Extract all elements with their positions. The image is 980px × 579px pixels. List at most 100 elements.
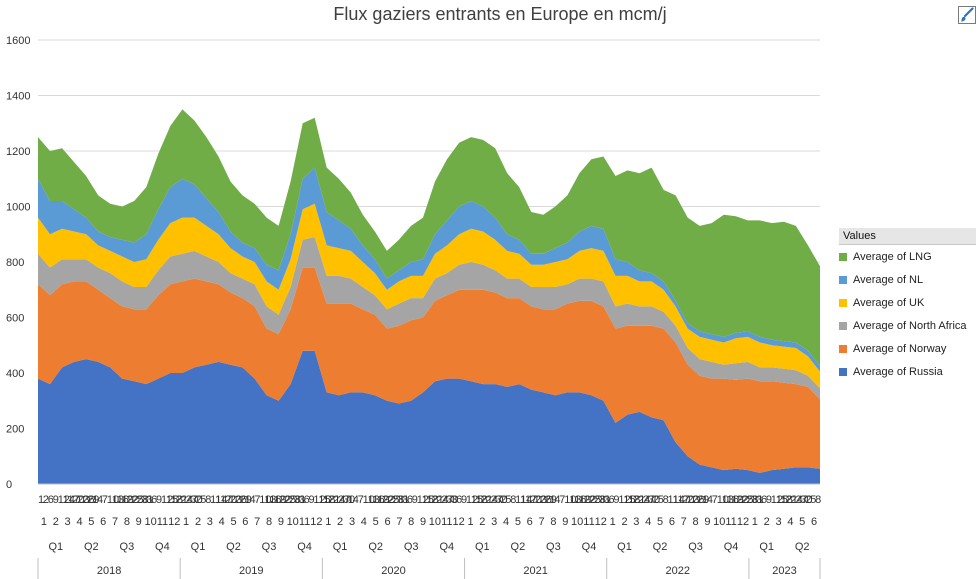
legend-label: Average of Russia: [853, 365, 943, 378]
x-quarter-label: Q2: [511, 541, 526, 553]
legend-item: Average of Russia: [839, 360, 976, 383]
x-day-label: 14: [520, 494, 532, 506]
x-month-label: 2: [195, 516, 201, 528]
x-day-label: 21: [786, 494, 798, 506]
x-month-label: 8: [693, 516, 699, 528]
chart-styles-brush-icon[interactable]: [958, 6, 976, 24]
x-day-label: 11: [210, 494, 221, 506]
x-month-label: 11: [441, 516, 452, 528]
x-day-label: 31: [397, 494, 409, 506]
x-day-label: 1: [245, 494, 251, 506]
x-month-label: 7: [254, 516, 260, 528]
x-month-label: 3: [775, 516, 781, 528]
x-day-label: 5: [505, 494, 511, 506]
x-month-label: 9: [278, 516, 284, 528]
x-day-label: 29: [240, 494, 252, 506]
x-day-label: 6: [407, 494, 413, 506]
x-month-label: 4: [787, 516, 793, 528]
x-day-label: 1: [38, 494, 44, 506]
x-month-label: 7: [112, 516, 118, 528]
x-quarter-label: Q3: [546, 541, 561, 553]
x-month-label: 7: [396, 516, 402, 528]
legend-label: Average of LNG: [853, 250, 932, 263]
x-day-label: 16: [269, 494, 281, 506]
x-day-label: 27: [186, 494, 198, 506]
x-year-label: 2021: [523, 565, 547, 577]
x-day-label: 2: [195, 494, 201, 506]
x-month-label: 10: [713, 516, 725, 528]
legend-label: Average of Norway: [853, 342, 947, 355]
x-year-label: 2023: [772, 565, 796, 577]
x-month-label: 1: [183, 516, 189, 528]
x-quarter-label: Q4: [582, 541, 597, 553]
legend-item: Average of LNG: [839, 245, 976, 268]
x-day-label: 9: [156, 494, 162, 506]
x-month-label: 8: [550, 516, 556, 528]
x-day-label: 17: [68, 494, 80, 506]
x-day-label: 13: [722, 494, 734, 506]
x-day-label: 18: [476, 494, 488, 506]
x-day-label: 28: [594, 494, 606, 506]
x-day-label: 10: [564, 494, 576, 506]
chart-title: Flux gaziers entrants en Europe en mcm/j: [333, 4, 667, 24]
x-month-label: 12: [168, 516, 180, 528]
y-tick-label: 1200: [6, 146, 30, 158]
x-day-label: 17: [677, 494, 689, 506]
y-tick-label: 0: [6, 479, 12, 491]
x-day-label: 26: [692, 494, 704, 506]
x-month-label: 4: [503, 516, 509, 528]
x-day-label: 14: [215, 494, 227, 506]
x-month-label: 10: [144, 516, 156, 528]
x-month-label: 11: [299, 516, 310, 528]
series-area-average-of-north-africa: [38, 237, 820, 400]
x-day-label: 13: [569, 494, 581, 506]
x-day-label: 3: [451, 494, 457, 506]
x-day-label: 8: [510, 494, 516, 506]
x-day-label: 27: [795, 494, 807, 506]
x-quarter-label: Q4: [724, 541, 739, 553]
x-day-label: 17: [220, 494, 232, 506]
x-day-label: 24: [333, 494, 345, 506]
x-day-label: 30: [446, 494, 458, 506]
x-month-label: 4: [361, 516, 367, 528]
x-day-label: 6: [48, 494, 54, 506]
x-day-label: 25: [131, 494, 143, 506]
x-day-label: 15: [623, 494, 635, 506]
legend-swatch: [839, 275, 847, 284]
series-area-average-of-lng: [38, 109, 820, 367]
x-quarter-label: Q2: [226, 541, 241, 553]
x-day-label: 27: [441, 494, 453, 506]
legend-swatch: [839, 321, 847, 330]
x-day-label: 22: [382, 494, 394, 506]
legend-item: Average of UK: [839, 291, 976, 314]
x-day-label: 14: [63, 494, 75, 506]
x-day-label: 8: [205, 494, 211, 506]
x-day-label: 23: [687, 494, 699, 506]
x-day-label: 19: [377, 494, 389, 506]
y-tick-label: 800: [6, 257, 24, 269]
x-day-label: 9: [766, 494, 772, 506]
x-month-label: 5: [230, 516, 236, 528]
x-day-label: 3: [299, 494, 305, 506]
x-month-label: 5: [657, 516, 663, 528]
x-month-label: 10: [429, 516, 441, 528]
x-day-label: 11: [515, 494, 526, 506]
x-month-label: 6: [384, 516, 390, 528]
series-areas: [38, 109, 820, 484]
x-quarter-label: Q2: [368, 541, 383, 553]
x-day-label: 28: [136, 494, 148, 506]
x-day-label: 13: [368, 494, 380, 506]
x-day-label: 8: [663, 494, 669, 506]
x-month-label: 1: [610, 516, 616, 528]
x-day-label: 12: [466, 494, 478, 506]
x-day-label: 21: [481, 494, 493, 506]
x-day-label: 30: [495, 494, 507, 506]
x-day-label: 19: [122, 494, 134, 506]
x-day-label: 29: [697, 494, 709, 506]
x-day-label: 9: [412, 494, 418, 506]
x-day-label: 20: [225, 494, 237, 506]
x-day-label: 30: [648, 494, 660, 506]
x-day-label: 12: [618, 494, 630, 506]
x-month-label: 4: [76, 516, 82, 528]
x-day-label: 31: [294, 494, 306, 506]
